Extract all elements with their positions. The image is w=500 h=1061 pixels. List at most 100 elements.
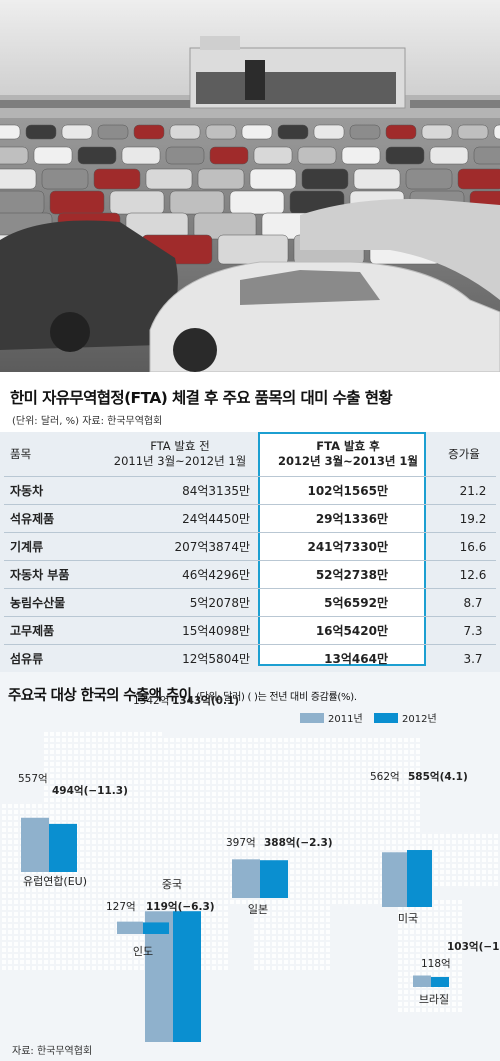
map-dot — [374, 792, 378, 796]
map-dot — [44, 918, 48, 922]
map-dot — [80, 852, 84, 856]
map-dot — [128, 762, 132, 766]
map-dot — [110, 732, 114, 736]
map-dot — [8, 924, 12, 928]
map-dot — [260, 750, 264, 754]
map-dot — [314, 942, 318, 946]
map-dot — [422, 948, 426, 952]
map-dot — [356, 858, 360, 862]
map-dot — [260, 960, 264, 964]
map-dot — [440, 948, 444, 952]
table-row: 고무제품 15억4098만 16억5420만 7.3 — [4, 616, 496, 645]
map-dot — [434, 930, 438, 934]
map-dot — [338, 750, 342, 754]
map-dot — [284, 936, 288, 940]
map-dot — [86, 894, 90, 898]
map-dot — [212, 906, 216, 910]
map-dot — [152, 762, 156, 766]
map-dot — [212, 744, 216, 748]
map-dot — [122, 966, 126, 970]
map-dot — [308, 804, 312, 808]
map-dot — [116, 744, 120, 748]
map-dot — [170, 882, 174, 886]
map-dot — [368, 900, 372, 904]
map-dot — [362, 756, 366, 760]
map-dot — [38, 930, 42, 934]
map-dot — [152, 804, 156, 808]
map-dot — [32, 942, 36, 946]
map-dot — [98, 852, 102, 856]
map-dot — [248, 804, 252, 808]
map-dot — [302, 852, 306, 856]
map-dot — [398, 930, 402, 934]
map-dot — [98, 924, 102, 928]
parked-car — [205, 124, 237, 140]
map-dot — [32, 912, 36, 916]
map-dot — [314, 816, 318, 820]
map-dot — [200, 900, 204, 904]
map-dot — [374, 858, 378, 862]
map-dot — [56, 966, 60, 970]
map-dot — [398, 1008, 402, 1012]
map-dot — [194, 744, 198, 748]
map-dot — [278, 930, 282, 934]
map-dot — [20, 960, 24, 964]
map-dot — [416, 942, 420, 946]
map-dot — [38, 912, 42, 916]
map-dot — [224, 954, 228, 958]
map-dot — [314, 960, 318, 964]
map-dot — [128, 918, 132, 922]
map-dot — [98, 804, 102, 808]
map-dot — [278, 900, 282, 904]
map-dot — [416, 846, 420, 850]
map-dot — [62, 894, 66, 898]
map-dot — [134, 750, 138, 754]
map-dot — [428, 834, 432, 838]
map-dot — [8, 828, 12, 832]
map-dot — [92, 774, 96, 778]
map-dot — [434, 858, 438, 862]
map-dot — [164, 786, 168, 790]
map-dot — [98, 828, 102, 832]
map-dot — [98, 906, 102, 910]
map-dot — [314, 912, 318, 916]
map-dot — [290, 870, 294, 874]
map-dot — [38, 888, 42, 892]
map-dot — [428, 966, 432, 970]
map-dot — [410, 846, 414, 850]
map-dot — [260, 912, 264, 916]
map-dot — [404, 768, 408, 772]
map-dot — [488, 876, 492, 880]
map-dot — [260, 936, 264, 940]
map-dot — [68, 792, 72, 796]
map-dot — [200, 936, 204, 940]
map-dot — [362, 834, 366, 838]
map-dot — [164, 804, 168, 808]
map-dot — [134, 936, 138, 940]
map-dot — [104, 786, 108, 790]
map-dot — [170, 858, 174, 862]
map-dot — [314, 936, 318, 940]
map-dot — [374, 768, 378, 772]
map-dot — [266, 954, 270, 958]
map-dot — [386, 792, 390, 796]
row-rate: 12.6 — [432, 560, 496, 589]
map-dot — [56, 888, 60, 892]
map-dot — [362, 870, 366, 874]
map-dot — [254, 942, 258, 946]
map-dot — [380, 846, 384, 850]
map-dot — [332, 894, 336, 898]
map-dot — [122, 954, 126, 958]
map-dot — [284, 756, 288, 760]
map-dot — [224, 906, 228, 910]
map-dot — [428, 996, 432, 1000]
map-dot — [344, 852, 348, 856]
map-dot — [272, 834, 276, 838]
parked-car — [133, 124, 165, 140]
map-dot — [128, 732, 132, 736]
parked-car — [297, 146, 337, 165]
map-dot — [350, 900, 354, 904]
map-dot — [494, 882, 498, 886]
map-dot — [212, 756, 216, 760]
